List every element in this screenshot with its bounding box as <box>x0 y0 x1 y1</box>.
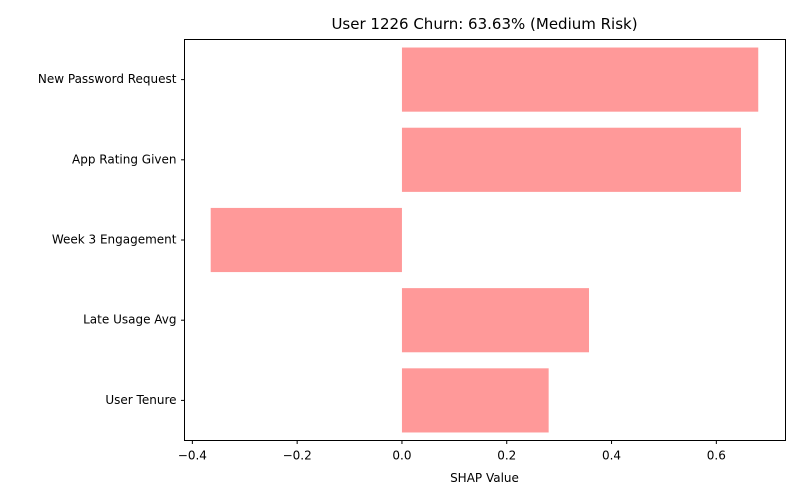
bar-2 <box>210 207 402 273</box>
x-tick-label-1: −0.2 <box>283 449 312 463</box>
y-tick-label-0: New Password Request <box>38 72 177 86</box>
y-tick-label-4: User Tenure <box>105 393 176 407</box>
bars-group <box>210 47 759 433</box>
x-tick-label-3: 0.2 <box>497 449 516 463</box>
bar-4 <box>401 368 549 433</box>
bar-3 <box>401 288 590 353</box>
y-axis-ticks: New Password Request App Rating Given Week… <box>38 72 185 407</box>
x-tick-label-5: 0.6 <box>707 449 726 463</box>
y-tick-label-1: App Rating Given <box>72 152 176 166</box>
y-tick-label-2: Week 3 Engagement <box>52 233 177 247</box>
y-tick-label-3: Late Usage Avg <box>83 313 176 327</box>
x-tick-label-2: 0.0 <box>392 449 411 463</box>
bar-0 <box>401 47 759 112</box>
x-axis-ticks: −0.4 −0.2 0.0 0.2 0.4 0.6 <box>178 440 726 463</box>
bar-1 <box>401 127 741 192</box>
x-axis-label: SHAP Value <box>450 471 519 485</box>
plot-area-frame <box>184 39 786 441</box>
x-tick-label-0: −0.4 <box>178 449 207 463</box>
chart-title: User 1226 Churn: 63.63% (Medium Risk) <box>331 15 637 33</box>
x-tick-label-4: 0.4 <box>602 449 621 463</box>
